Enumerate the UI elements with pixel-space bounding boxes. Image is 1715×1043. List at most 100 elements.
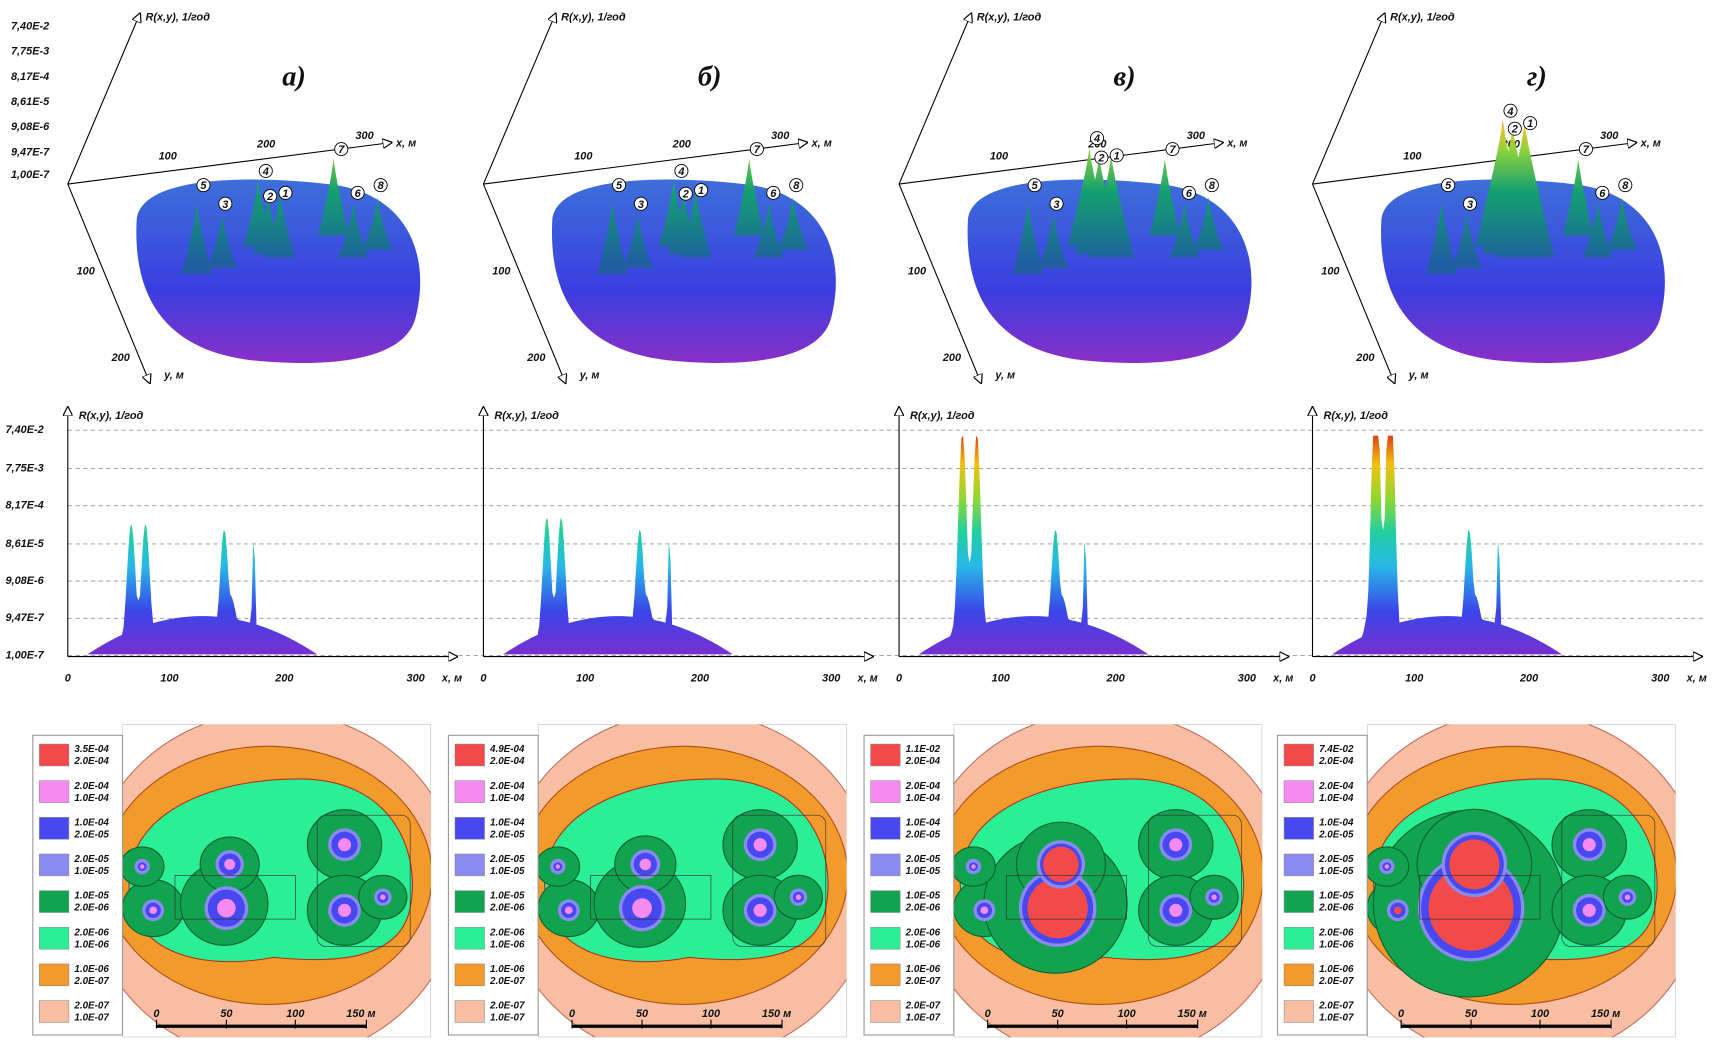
axis-label: x, м: [1640, 138, 1661, 150]
legend-text: 1.0E-06: [906, 964, 941, 975]
legend-text: 1.0E-07: [1319, 1013, 1354, 1024]
legend: 7.4E-022.0E-042.0E-041.0E-041.0E-042.0E-…: [1278, 735, 1368, 1035]
legend-text: 2.0E-07: [489, 1001, 525, 1012]
y3d-tick-label: 100: [908, 265, 926, 277]
panel: R(x,y), 1/годx, мy, м100200300100200б)53…: [448, 12, 877, 1043]
x-tick-label: 0: [480, 672, 486, 684]
legend-text: 2.0E-04: [905, 781, 941, 792]
legend-text: 1.0E-06: [1319, 939, 1354, 950]
x-tick-label: 300: [1238, 672, 1256, 684]
scale-label: 100: [1531, 1008, 1549, 1020]
axis-label: y, м: [579, 369, 600, 381]
y-axis: [483, 184, 565, 383]
legend-text: 2.0E-07: [1318, 1001, 1354, 1012]
axis-label: R(x,y), 1/год: [561, 12, 626, 24]
panel: R(x,y), 1/годx, мy, м100200300100200г)53…: [1278, 12, 1707, 1043]
zone: [1043, 847, 1079, 883]
scale-label: 150 м: [1591, 1008, 1620, 1020]
legend-text: 2.0E-06: [489, 903, 525, 914]
axis-label: R(x,y), 1/год: [910, 410, 975, 422]
legend-swatch: [871, 817, 901, 839]
legend-swatch: [455, 781, 485, 803]
map: [503, 711, 875, 1043]
figure: 7,40E-27,75E-38,17E-48,61E-59,08E-69,47E…: [0, 0, 1715, 1043]
legend-text: 2.0E-07: [905, 1001, 941, 1012]
r-axis: [1313, 13, 1385, 184]
peak-label: 7: [1583, 144, 1590, 156]
legend: 1.1E-022.0E-042.0E-041.0E-041.0E-042.0E-…: [864, 735, 954, 1035]
peak-label: 1: [1114, 150, 1120, 162]
legend-swatch: [455, 854, 485, 876]
zone: [796, 894, 801, 899]
zone: [754, 904, 767, 917]
legend-text: 1.0E-06: [490, 939, 525, 950]
legend-swatch: [1284, 744, 1314, 766]
map: [88, 711, 460, 1043]
legend-text: 7.4E-02: [1319, 744, 1354, 755]
x3d-tick-label: 300: [771, 130, 789, 142]
legend-text: 2.0E-04: [73, 756, 109, 767]
legend-text: 1.0E-07: [490, 1013, 525, 1024]
profile: [503, 518, 733, 655]
zone: [1449, 839, 1499, 889]
zone: [1385, 864, 1389, 868]
legend-swatch: [871, 744, 901, 766]
legend-text: 2.0E-07: [905, 976, 941, 987]
zone: [565, 907, 573, 915]
legend-text: 2.0E-04: [905, 756, 941, 767]
legend-text: 2.0E-06: [1318, 903, 1354, 914]
legend-swatch: [455, 891, 485, 913]
peak-label: 2: [1511, 124, 1518, 136]
legend-swatch: [871, 964, 901, 986]
y3d-tick-label: 200: [111, 352, 130, 364]
zone: [338, 838, 351, 851]
legend-text: 1.1E-02: [906, 744, 941, 755]
legend-text: 1.0E-05: [906, 891, 941, 902]
axis-label: R(x,y), 1/год: [1390, 12, 1455, 24]
panel: R(x,y), 1/годx, мy, м100200300100200в)53…: [864, 12, 1293, 1043]
scale-label: 50: [1465, 1008, 1477, 1020]
peak-label: 8: [1209, 180, 1216, 192]
legend: 3.5E-042.0E-042.0E-041.0E-041.0E-042.0E-…: [33, 735, 123, 1035]
zone: [224, 859, 235, 870]
scale-label: 100: [286, 1008, 304, 1020]
r3d-tick-label: 9,47E-7: [11, 146, 50, 158]
map-layers: [919, 711, 1291, 1043]
peak-label: 7: [1169, 144, 1176, 156]
peak-label: 7: [754, 144, 761, 156]
scale-label: 0: [1398, 1008, 1404, 1020]
legend-swatch: [1284, 854, 1314, 876]
legend-swatch: [871, 1001, 901, 1023]
legend-text: 2.0E-07: [489, 976, 525, 987]
axis-label: R(x,y), 1/год: [494, 410, 559, 422]
legend-text: 2.0E-07: [73, 1001, 109, 1012]
legend-swatch: [871, 927, 901, 949]
map-layers: [503, 711, 875, 1043]
legend-swatch: [1284, 817, 1314, 839]
legend-text: 1.0E-05: [906, 866, 941, 877]
x3d-tick-label: 100: [574, 151, 592, 163]
legend-swatch: [455, 927, 485, 949]
zone: [1211, 894, 1216, 899]
y3d-tick-label: 100: [1321, 265, 1339, 277]
legend-swatch: [39, 854, 69, 876]
legend-text: 2.0E-06: [73, 903, 109, 914]
panel-label: б): [698, 62, 722, 93]
legend-swatch: [871, 781, 901, 803]
y-axis: [899, 184, 981, 383]
legend-swatch: [1284, 891, 1314, 913]
zone: [1583, 838, 1596, 851]
legend-text: 1.0E-04: [1319, 793, 1354, 804]
legend-text: 1.0E-05: [74, 891, 109, 902]
peak-label: 2: [266, 191, 273, 203]
y3d-tick-label: 200: [942, 352, 961, 364]
scale-label: 0: [153, 1008, 159, 1020]
r-tick-label: 8,17E-4: [5, 500, 43, 512]
axis-label: R(x,y), 1/год: [79, 410, 144, 422]
x-tick-label: 200: [274, 672, 293, 684]
peak-label: 3: [1054, 199, 1060, 211]
peak-label: 1: [698, 185, 704, 197]
peak-label: 6: [355, 188, 362, 200]
axis-label: y, м: [1408, 369, 1429, 381]
legend-text: 1.0E-04: [490, 817, 525, 828]
